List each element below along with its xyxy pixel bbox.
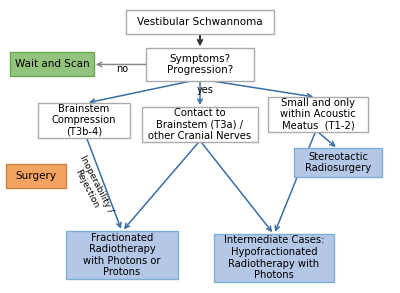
Text: Wait and Scan: Wait and Scan (15, 59, 89, 69)
FancyBboxPatch shape (142, 107, 258, 142)
Text: Stereotactic
Radiosurgery: Stereotactic Radiosurgery (305, 152, 371, 173)
FancyBboxPatch shape (294, 148, 382, 177)
Text: Small and only
within Acoustic
Meatus  (T1-2): Small and only within Acoustic Meatus (T… (280, 98, 356, 131)
Text: Vestibular Schwannoma: Vestibular Schwannoma (137, 17, 263, 27)
Text: no: no (116, 64, 128, 74)
FancyBboxPatch shape (38, 103, 130, 138)
FancyBboxPatch shape (146, 48, 254, 81)
FancyBboxPatch shape (126, 9, 274, 35)
Text: Fractionated
Radiotherapy
with Photons or
Protons: Fractionated Radiotherapy with Photons o… (83, 233, 161, 277)
FancyBboxPatch shape (268, 97, 368, 132)
FancyBboxPatch shape (6, 164, 66, 188)
Text: Brainstem
Compression
(T3b-4): Brainstem Compression (T3b-4) (52, 103, 116, 137)
FancyBboxPatch shape (214, 234, 334, 282)
Text: Surgery: Surgery (16, 171, 56, 181)
FancyBboxPatch shape (10, 52, 94, 76)
Text: Intermediate Cases:
Hypofractionated
Radiotherapy with
Photons: Intermediate Cases: Hypofractionated Rad… (224, 236, 324, 280)
FancyBboxPatch shape (66, 231, 178, 279)
Text: Inoperability /
Rejection: Inoperability / Rejection (68, 154, 114, 219)
Text: Symptoms?
Progression?: Symptoms? Progression? (167, 54, 233, 75)
Text: Contact to
Brainstem (T3a) /
other Cranial Nerves: Contact to Brainstem (T3a) / other Crani… (148, 108, 252, 141)
Text: yes: yes (196, 85, 213, 95)
